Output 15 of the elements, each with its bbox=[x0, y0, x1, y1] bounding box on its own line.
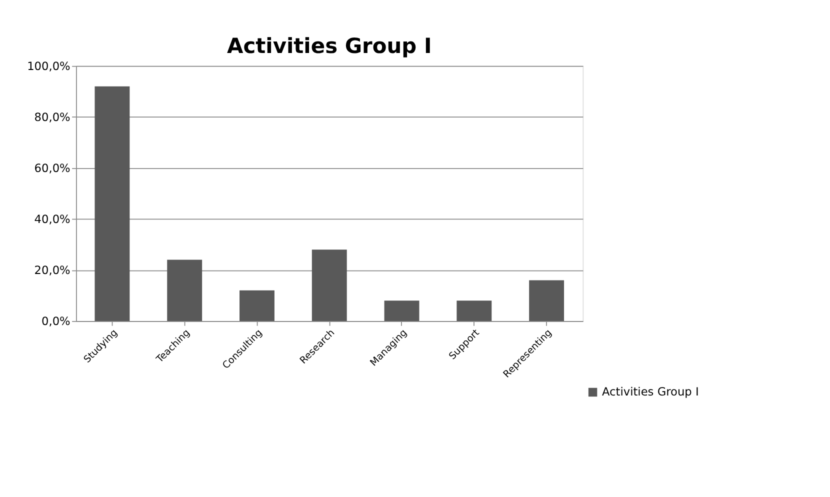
bar bbox=[529, 280, 564, 322]
bar bbox=[167, 260, 202, 322]
chart-title: Activities Group I bbox=[226, 34, 432, 58]
bar bbox=[240, 290, 274, 322]
y-tick-label: 40,0% bbox=[34, 212, 71, 226]
y-tick-label: 20,0% bbox=[34, 262, 71, 277]
bar bbox=[384, 300, 420, 322]
y-tick-label: 100,0% bbox=[27, 58, 71, 73]
y-tick-label: 0,0% bbox=[42, 314, 71, 328]
bar bbox=[456, 300, 492, 322]
y-tick-label: 60,0% bbox=[34, 160, 71, 175]
bar bbox=[94, 86, 130, 322]
bar bbox=[312, 250, 347, 322]
y-tick-label: 80,0% bbox=[34, 110, 71, 124]
legend-label: Activities Group I bbox=[602, 384, 699, 399]
